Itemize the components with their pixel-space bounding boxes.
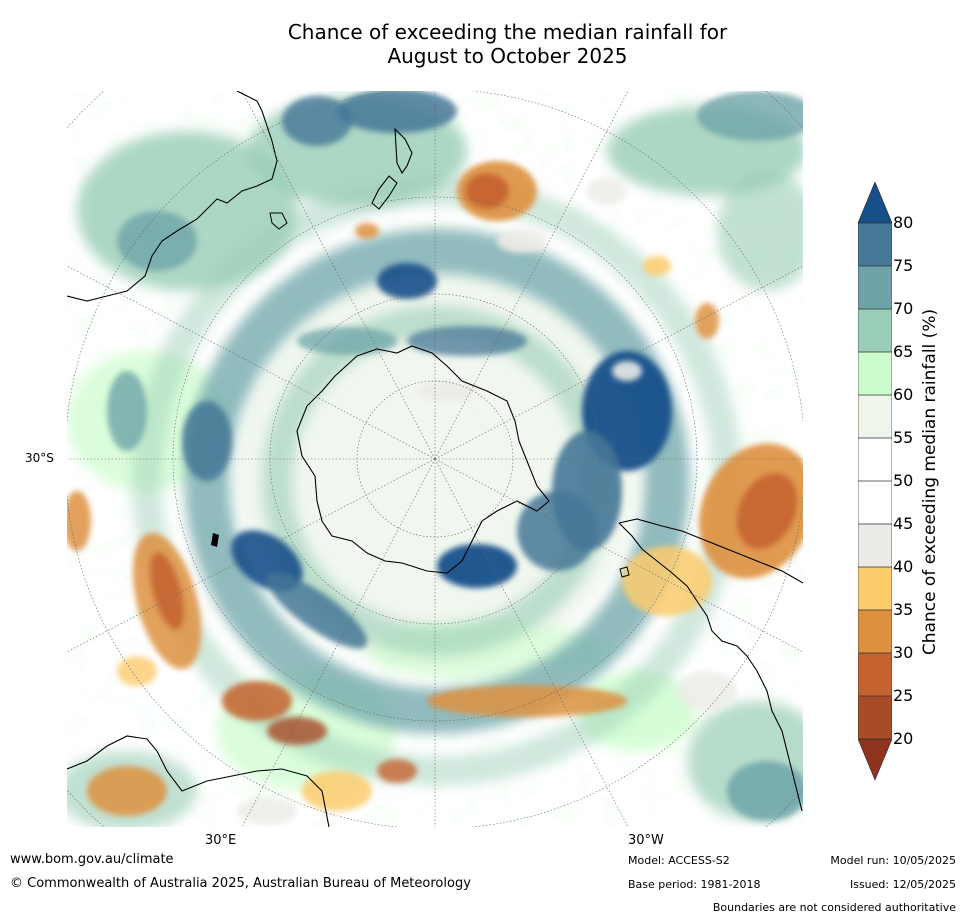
legend-bin-8 bbox=[858, 524, 892, 567]
issued-text: Issued: 12/05/2025 bbox=[849, 878, 956, 891]
base-period-text: Base period: 1981-2018 bbox=[628, 878, 761, 891]
legend-bin-7 bbox=[858, 481, 892, 524]
wet-cores bbox=[107, 91, 803, 821]
legend-tick: 45 bbox=[893, 514, 914, 533]
legend-bin-5 bbox=[858, 395, 892, 438]
falklands bbox=[619, 566, 630, 578]
graticule bbox=[67, 91, 803, 827]
legend-bin-10 bbox=[858, 610, 892, 653]
lon-label-30e: 30°E bbox=[205, 833, 237, 848]
title-line-1: Chance of exceeding the median rainfall … bbox=[287, 20, 728, 44]
antarctica-coastline bbox=[296, 345, 550, 574]
legend-bin-2 bbox=[858, 266, 892, 309]
map-title: Chance of exceeding the median rainfall … bbox=[0, 20, 965, 68]
legend-tick: 70 bbox=[893, 299, 914, 318]
lat-label-30s: 30°S bbox=[25, 451, 54, 465]
tasmania-coastline bbox=[269, 212, 288, 230]
legend-bin-13 bbox=[858, 738, 892, 781]
legend-bin-11 bbox=[858, 653, 892, 696]
legend-tick: 75 bbox=[893, 256, 914, 275]
south-america-coastline bbox=[618, 518, 803, 812]
legend-tick: 35 bbox=[893, 600, 914, 619]
legend-tick: 20 bbox=[893, 729, 914, 748]
legend-tick: 30 bbox=[893, 643, 914, 662]
rainfall-map[interactable] bbox=[67, 91, 803, 827]
legend-colorbar bbox=[858, 182, 892, 781]
legend-tick: 25 bbox=[893, 686, 914, 705]
legend-bin-3 bbox=[858, 309, 892, 352]
copyright-text: © Commonwealth of Australia 2025, Austra… bbox=[10, 876, 471, 891]
legend-label-text: Chance of exceeding median rainfall (%) bbox=[920, 308, 940, 656]
website-link[interactable]: www.bom.gov.au/climate bbox=[10, 852, 174, 867]
legend-bin-0 bbox=[858, 182, 892, 224]
legend-bin-6 bbox=[858, 438, 892, 481]
australia-coastline bbox=[67, 91, 278, 302]
madagascar bbox=[211, 533, 219, 547]
legend-bin-12 bbox=[858, 696, 892, 739]
legend-bin-9 bbox=[858, 567, 892, 610]
disclaimer-text: Boundaries are not considered authoritat… bbox=[712, 901, 956, 914]
legend-tick: 55 bbox=[893, 428, 914, 447]
africa-coastline bbox=[67, 735, 330, 827]
legend-tick: 65 bbox=[893, 342, 914, 361]
legend-tick: 60 bbox=[893, 385, 914, 404]
legend-tick: 80 bbox=[893, 213, 914, 232]
legend-tick: 50 bbox=[893, 471, 914, 490]
model-run-text: Model run: 10/05/2025 bbox=[830, 854, 956, 867]
legend-bin-borders bbox=[858, 222, 892, 740]
legend-bin-4 bbox=[858, 352, 892, 395]
lon-label-30w: 30°W bbox=[628, 833, 664, 848]
new-zealand-coastline bbox=[371, 127, 413, 210]
map-canvas bbox=[67, 91, 803, 827]
legend-bin-1 bbox=[858, 223, 892, 266]
near-median-patches bbox=[237, 177, 737, 825]
title-line-2: August to October 2025 bbox=[387, 44, 628, 68]
model-text: Model: ACCESS-S2 bbox=[628, 854, 730, 867]
legend-tick: 40 bbox=[893, 557, 914, 576]
